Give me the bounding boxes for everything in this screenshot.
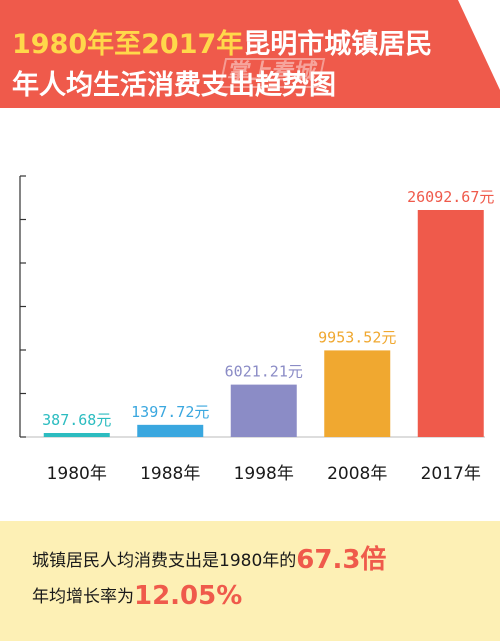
summary-text-2: 年均增长率为: [32, 587, 134, 607]
x-tick-label: 2008年: [327, 464, 387, 484]
summary-text-1: 城镇居民人均消费支出是1980年的: [32, 551, 297, 571]
title-rest: 昆明市城镇居民: [243, 29, 433, 60]
x-tick-label: 1988年: [140, 464, 200, 484]
data-label: 387.68元: [42, 411, 111, 429]
data-label: 9953.52元: [318, 328, 396, 346]
bar: [324, 350, 391, 437]
bar: [230, 384, 297, 437]
title-banner: 1980年至2017年昆明市城镇居民 年人均生活消费支出趋势图 掌上春城: [0, 0, 500, 108]
data-label: 6021.21元: [225, 363, 303, 381]
watermark-logo: 掌上春城: [218, 58, 326, 88]
bar-chart: 387.68元 1980年 1397.72元 1988年 6021.21元 1998年 99…: [19, 175, 494, 484]
summary-multiple: 67.3倍: [296, 545, 387, 575]
data-label: 26092.67元: [407, 188, 494, 206]
bar: [417, 209, 484, 437]
x-tick-label: 1998年: [234, 464, 294, 484]
chart-title-line1: 1980年至2017年昆明市城镇居民: [12, 22, 432, 61]
title-highlight: 1980年至2017年: [12, 29, 244, 60]
chart-title-line2: 年人均生活消费支出趋势图: [12, 70, 336, 101]
bar: [137, 424, 204, 437]
summary-line-1: 城镇居民人均消费支出是1980年的67.3倍: [32, 539, 386, 576]
data-label: 1397.72元: [131, 403, 209, 421]
bar: [43, 433, 110, 437]
summary-box: 城镇居民人均消费支出是1980年的67.3倍 年均增长率为12.05%: [0, 521, 500, 641]
summary-line-2: 年均增长率为12.05%: [32, 581, 242, 611]
x-tick-label: 1980年: [47, 464, 107, 484]
banner-shape: [0, 0, 500, 108]
summary-growth-rate: 12.05%: [134, 581, 243, 611]
x-tick-label: 2017年: [421, 464, 481, 484]
bars: 387.68元 1980年 1397.72元 1988年 6021.21元 1998年 99…: [42, 188, 494, 484]
